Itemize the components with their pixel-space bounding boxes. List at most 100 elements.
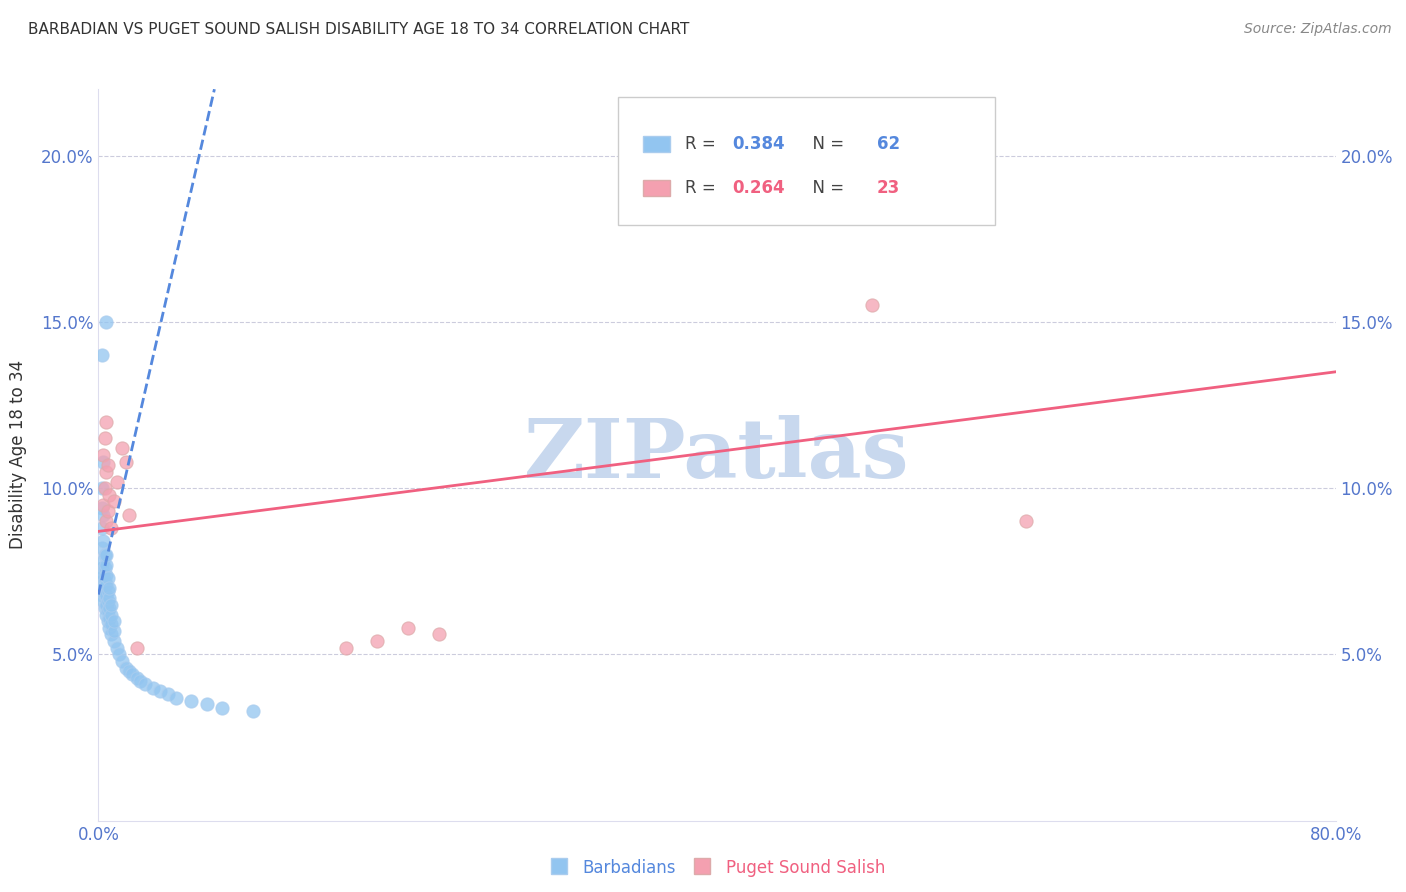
Legend: Barbadians, Puget Sound Salish: Barbadians, Puget Sound Salish <box>541 851 893 886</box>
Point <box>127 671 149 685</box>
Text: N =: N = <box>803 179 849 197</box>
Point <box>93 561 115 575</box>
Point <box>90 521 112 535</box>
Point <box>98 611 121 625</box>
Point <box>107 648 129 662</box>
Point <box>93 588 115 602</box>
Point <box>91 581 114 595</box>
Point <box>142 681 165 695</box>
Point <box>96 567 118 582</box>
Point <box>103 624 125 639</box>
Point <box>96 515 118 529</box>
Point <box>97 458 120 472</box>
Point <box>91 567 114 582</box>
Point <box>134 677 156 691</box>
Point <box>111 654 134 668</box>
Text: 0.384: 0.384 <box>733 135 785 153</box>
Point <box>118 508 141 522</box>
Point <box>103 634 125 648</box>
Point <box>91 508 114 522</box>
Point <box>96 548 118 562</box>
Point <box>115 454 138 468</box>
Y-axis label: Disability Age 18 to 34: Disability Age 18 to 34 <box>10 360 27 549</box>
Point <box>97 594 120 608</box>
Text: ZIPatlas: ZIPatlas <box>524 415 910 495</box>
Point <box>242 704 264 718</box>
Text: Source: ZipAtlas.com: Source: ZipAtlas.com <box>1244 22 1392 37</box>
Point <box>96 577 118 591</box>
Point <box>366 634 388 648</box>
Point <box>115 661 138 675</box>
Point <box>100 598 122 612</box>
Point <box>335 640 357 655</box>
Point <box>105 640 128 655</box>
Point <box>91 448 114 462</box>
Point <box>97 504 120 518</box>
Text: R =: R = <box>685 179 721 197</box>
Point <box>111 442 134 456</box>
Text: 62: 62 <box>877 135 900 153</box>
Point <box>93 481 115 495</box>
Point <box>96 315 118 329</box>
Text: 0.264: 0.264 <box>733 179 785 197</box>
Point <box>195 698 218 712</box>
Point <box>93 600 115 615</box>
Point <box>90 501 112 516</box>
Point <box>96 598 118 612</box>
FancyBboxPatch shape <box>643 136 671 153</box>
Point <box>157 687 180 701</box>
Point <box>96 607 118 622</box>
Text: BARBADIAN VS PUGET SOUND SALISH DISABILITY AGE 18 TO 34 CORRELATION CHART: BARBADIAN VS PUGET SOUND SALISH DISABILI… <box>28 22 689 37</box>
Point <box>98 581 121 595</box>
Point <box>180 694 202 708</box>
Point <box>98 600 121 615</box>
Point <box>860 298 883 312</box>
Point <box>93 431 115 445</box>
Point <box>96 415 118 429</box>
Point <box>97 614 120 628</box>
Point <box>90 588 112 602</box>
Point <box>100 607 122 622</box>
Point <box>90 561 112 575</box>
Point <box>91 498 114 512</box>
Point <box>93 574 115 589</box>
Point <box>129 673 152 688</box>
FancyBboxPatch shape <box>643 180 671 196</box>
Point <box>98 591 121 605</box>
Point <box>98 621 121 635</box>
Point <box>118 664 141 678</box>
Point <box>96 588 118 602</box>
FancyBboxPatch shape <box>619 96 995 225</box>
Point <box>211 700 233 714</box>
Point <box>100 521 122 535</box>
Point <box>100 617 122 632</box>
Point <box>121 667 143 681</box>
Point <box>100 627 122 641</box>
Point <box>396 621 419 635</box>
Point <box>103 494 125 508</box>
Point <box>96 558 118 572</box>
Point <box>96 465 118 479</box>
Point <box>149 684 172 698</box>
Point <box>1015 515 1038 529</box>
Point <box>91 554 114 568</box>
Text: N =: N = <box>803 135 849 153</box>
Text: 23: 23 <box>877 179 900 197</box>
Point <box>165 690 187 705</box>
Point <box>97 604 120 618</box>
Point <box>97 584 120 599</box>
Point <box>98 488 121 502</box>
Point <box>91 454 114 468</box>
Text: R =: R = <box>685 135 721 153</box>
Point <box>90 541 112 555</box>
Point <box>105 475 128 489</box>
Point <box>90 574 112 589</box>
Point <box>427 627 450 641</box>
Point <box>93 548 115 562</box>
Point <box>127 640 149 655</box>
Point <box>90 481 112 495</box>
Point <box>91 594 114 608</box>
Point <box>103 614 125 628</box>
Point <box>91 534 114 549</box>
Point <box>97 571 120 585</box>
